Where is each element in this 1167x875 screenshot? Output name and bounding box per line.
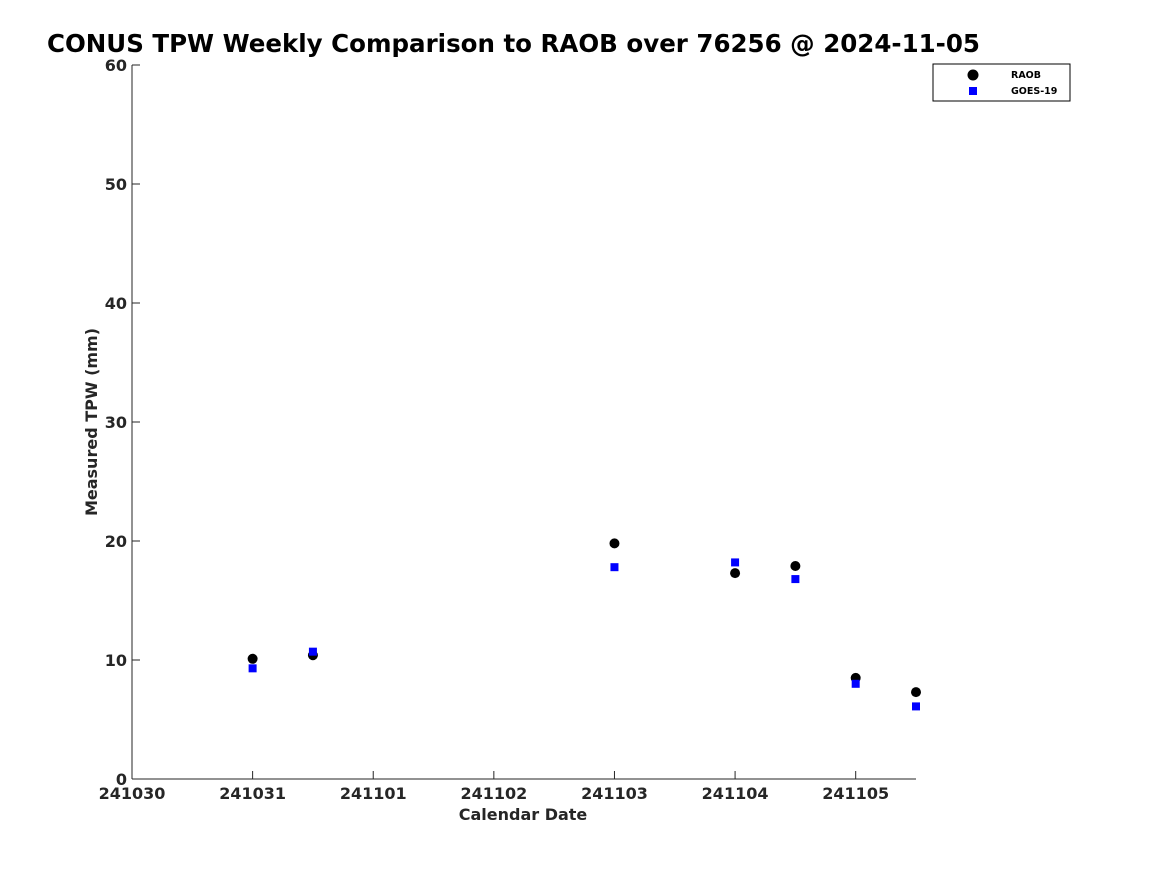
raob-point [790,560,801,571]
y-tick-label: 50 [105,175,127,194]
y-tick-label: 10 [105,651,127,670]
raob-point [609,538,620,549]
raob-point [730,568,741,579]
legend-label-goes19: GOES-19 [1011,86,1057,97]
y-tick-label: 20 [105,532,127,551]
x-tick-label: 241103 [581,784,648,803]
goes19-point [731,558,740,567]
legend-marker-goes19 [969,87,977,95]
goes19-point [248,664,257,673]
x-tick-label: 241104 [702,784,769,803]
data-points [247,538,921,711]
legend-label-raob: RAOB [1011,70,1041,81]
y-tick-label: 0 [116,770,127,789]
goes19-point [610,563,619,572]
x-tick-label: 241031 [219,784,286,803]
raob-point [911,687,921,698]
x-tick-label: 241101 [340,784,407,803]
x-axis-label: Calendar Date [459,805,588,824]
y-tick-label: 30 [105,413,127,432]
goes19-point [851,679,860,688]
y-axis-ticks: 0 10 20 30 40 50 60 [105,56,140,789]
legend-marker-raob [967,69,979,81]
goes19-point [791,575,800,584]
y-axis-label: Measured TPW (mm) [82,328,101,516]
goes19-point [308,647,317,656]
chart-title: CONUS TPW Weekly Comparison to RAOB over… [47,29,980,58]
y-tick-label: 60 [105,56,127,75]
x-tick-label: 241030 [99,784,166,803]
x-tick-label: 241102 [460,784,527,803]
x-tick-label: 241105 [822,784,889,803]
legend: RAOB GOES-19 [932,63,1071,102]
y-tick-label: 40 [105,294,127,313]
goes19-point [912,702,920,711]
raob-point [247,653,258,664]
x-axis-ticks: 241030 241031 241101 241102 241103 241104 2411… [99,771,889,803]
legend-box [932,63,1071,102]
